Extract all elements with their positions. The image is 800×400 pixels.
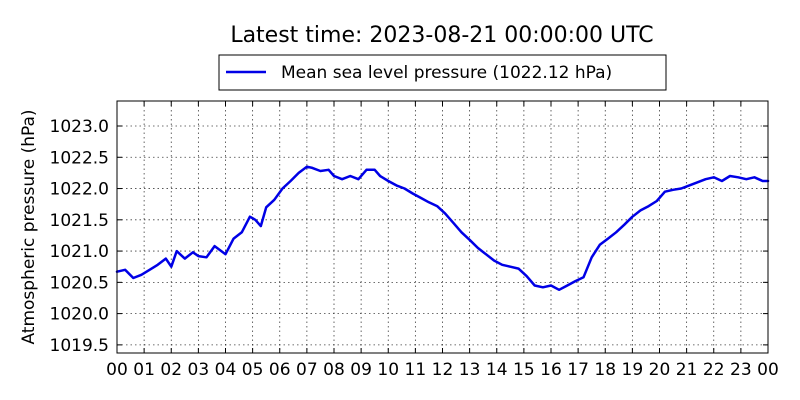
legend-box [218, 54, 667, 91]
x-tick-label: 17 [567, 360, 589, 380]
y-tick-label: 1023.0 [50, 117, 109, 137]
y-axis-label: Atmospheric pressure (hPa) [19, 109, 39, 344]
x-tick-label: 16 [540, 360, 562, 380]
x-tick-label: 14 [486, 360, 508, 380]
x-tick-label: 02 [160, 360, 182, 380]
x-tick-label: 03 [188, 360, 210, 380]
x-tick-label: 21 [676, 360, 698, 380]
x-tick-label: 01 [133, 360, 155, 380]
y-tick-label: 1022.0 [50, 180, 109, 200]
x-tick-label: 19 [622, 360, 644, 380]
legend-entry-label: Mean sea level pressure (1022.12 hPa) [281, 63, 612, 83]
x-tick-label: 10 [377, 360, 399, 380]
x-tick-label: 15 [513, 360, 535, 380]
series-line-mslp [115, 165, 770, 292]
x-tick-label: 11 [405, 360, 427, 380]
x-tick-label: 00 [757, 360, 779, 380]
y-tick-label: 1022.5 [50, 148, 109, 168]
y-tick-label: 1020.5 [50, 273, 109, 293]
x-tick-label: 22 [703, 360, 725, 380]
plot-frame [116, 100, 769, 354]
chart-title: Latest time: 2023-08-21 00:00:00 UTC [230, 23, 653, 48]
series-layer [115, 165, 770, 292]
y-tick-label: 1019.5 [50, 336, 109, 356]
x-tick-label: 23 [730, 360, 752, 380]
y-tick-label: 1021.5 [50, 211, 109, 231]
x-tick-label: 18 [594, 360, 616, 380]
axis-ticks: 00 01 02 03 04 05 06 07 08 09 10 11 12 13 14 15 16 17 18 19… [50, 101, 779, 380]
x-tick-label: 07 [296, 360, 318, 380]
grid [116, 101, 769, 353]
y-tick-label: 1020.0 [50, 305, 109, 325]
x-tick-label: 00 [106, 360, 128, 380]
x-tick-label: 13 [459, 360, 481, 380]
x-tick-label: 04 [215, 360, 237, 380]
x-tick-label: 20 [649, 360, 671, 380]
x-tick-label: 06 [269, 360, 291, 380]
x-tick-label: 08 [323, 360, 345, 380]
x-tick-label: 05 [242, 360, 264, 380]
x-tick-label: 12 [432, 360, 454, 380]
legend: Mean sea level pressure (1022.12 hPa) [218, 54, 667, 91]
y-tick-label: 1021.0 [50, 242, 109, 262]
x-tick-label: 09 [350, 360, 372, 380]
